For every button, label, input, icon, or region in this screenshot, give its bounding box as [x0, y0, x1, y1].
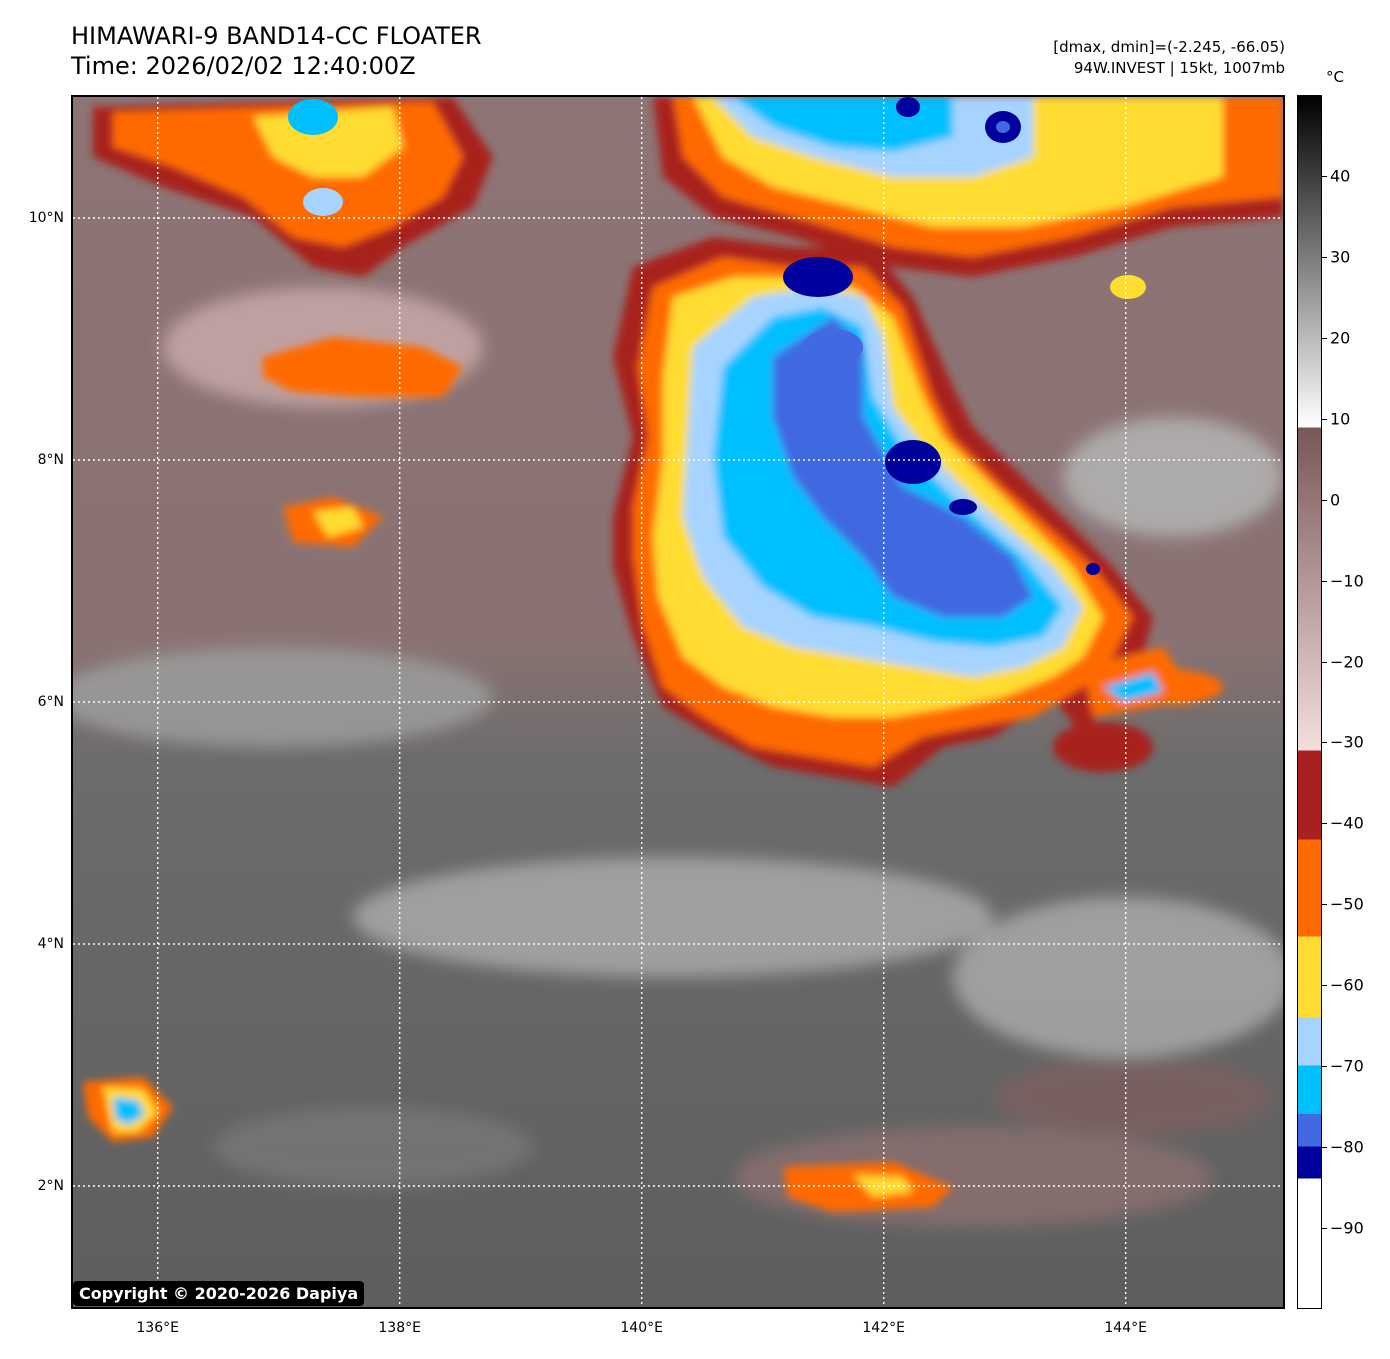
colorbar-tick-label: −70 — [1330, 1056, 1364, 1076]
colorbar-tick-mark — [1322, 661, 1327, 663]
colorbar-tick-mark — [1322, 742, 1327, 744]
colorbar-tick-mark — [1322, 985, 1327, 987]
colorbar-tick-label: −30 — [1330, 732, 1364, 752]
colorbar-unit: °C — [1326, 68, 1344, 86]
lon-tick-label: 136°E — [136, 1320, 179, 1336]
colorbar-tick-label: 10 — [1330, 409, 1351, 429]
satellite-map — [71, 95, 1285, 1309]
colorbar-tick-label: 30 — [1330, 247, 1351, 267]
colorbar-tick-mark — [1322, 1228, 1327, 1230]
colorbar-tick-mark — [1322, 418, 1327, 420]
colorbar-tick-label: −40 — [1330, 813, 1364, 833]
colorbar-tick-mark — [1322, 256, 1327, 258]
colorbar-tick-label: −50 — [1330, 894, 1364, 914]
colorbar-tick-mark — [1322, 580, 1327, 582]
chart-time: Time: 2026/02/02 12:40:00Z — [71, 52, 416, 80]
colorbar-tick-label: −10 — [1330, 571, 1364, 591]
lon-tick-label: 142°E — [862, 1320, 905, 1336]
lon-tick-label: 144°E — [1104, 1320, 1147, 1336]
colorbar-tick-label: −90 — [1330, 1218, 1364, 1238]
colorbar-tick-label: 20 — [1330, 328, 1351, 348]
lat-tick-label: 10°N — [28, 210, 64, 226]
lon-tick-label: 138°E — [378, 1320, 421, 1336]
colorbar-tick-mark — [1322, 823, 1327, 825]
data-range-info: [dmax, dmin]=(-2.245, -66.05) — [1053, 38, 1285, 56]
colorbar-tick-mark — [1322, 1147, 1327, 1149]
satellite-imagery — [73, 97, 1283, 1307]
lon-tick-label: 140°E — [620, 1320, 663, 1336]
colorbar-tick-label: −80 — [1330, 1137, 1364, 1157]
colorbar-tick-label: −20 — [1330, 652, 1364, 672]
colorbar-tick-label: −60 — [1330, 975, 1364, 995]
chart-title: HIMAWARI-9 BAND14-CC FLOATER — [71, 22, 482, 50]
colorbar — [1297, 95, 1322, 1309]
map-gridlines — [73, 97, 1283, 1307]
lat-tick-label: 4°N — [37, 936, 64, 952]
lat-tick-label: 8°N — [37, 452, 64, 468]
lat-tick-label: 6°N — [37, 694, 64, 710]
lat-tick-label: 2°N — [37, 1178, 64, 1194]
colorbar-tick-label: 0 — [1330, 490, 1341, 510]
colorbar-tick-mark — [1322, 1066, 1327, 1068]
colorbar-tick-mark — [1322, 175, 1327, 177]
colorbar-tick-label: 40 — [1330, 166, 1351, 186]
storm-info: 94W.INVEST | 15kt, 1007mb — [1073, 59, 1285, 77]
colorbar-tick-mark — [1322, 904, 1327, 906]
colorbar-tick-mark — [1322, 499, 1327, 501]
colorbar-tick-mark — [1322, 337, 1327, 339]
copyright-label: Copyright © 2020-2026 Dapiya — [73, 1281, 365, 1306]
